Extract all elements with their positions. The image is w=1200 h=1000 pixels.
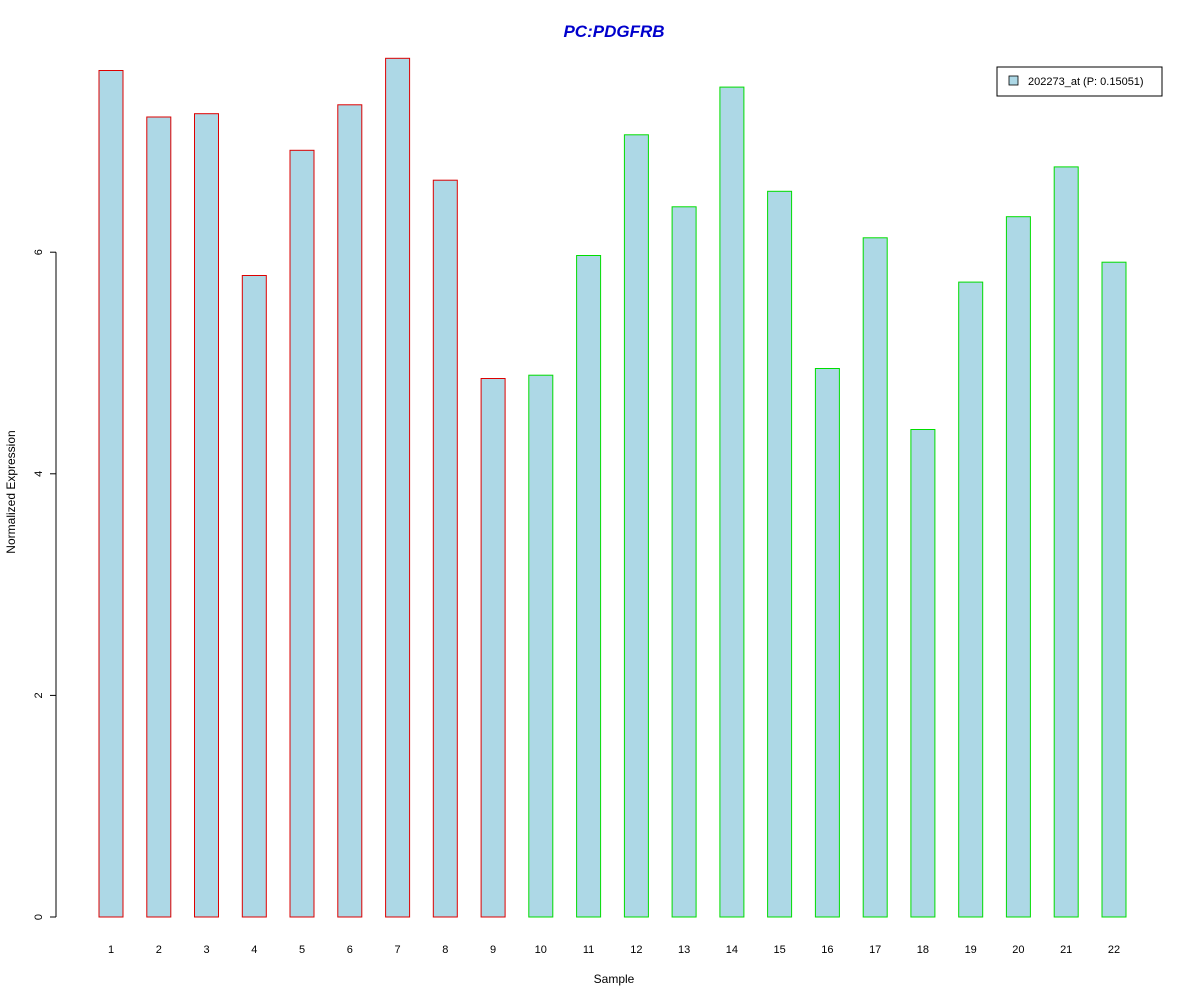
y-axis: 0 2 4 6 [33, 249, 57, 920]
bar-sample-4 [241, 275, 267, 918]
bar-sample-3 [194, 113, 219, 918]
chart-title: PC:PDGFRB [563, 22, 664, 41]
bar-sample-19 [958, 281, 984, 918]
legend-entry-label: 202273_at (P: 0.15051) [1028, 76, 1144, 88]
bar-sample-8 [432, 179, 458, 918]
x-tick-label: 7 [395, 944, 401, 956]
x-tick-label: 20 [1012, 944, 1024, 956]
legend-swatch [1008, 75, 1019, 86]
x-tick-label: 19 [965, 944, 977, 956]
x-tick-label: 21 [1060, 944, 1072, 956]
x-axis-label: Sample [594, 972, 635, 986]
x-tick-label: 11 [583, 944, 594, 956]
y-axis-label: Normalized Expression [4, 430, 18, 553]
y-tick-label: 6 [33, 249, 45, 255]
bar-sample-9 [480, 378, 506, 918]
x-tick-label: 5 [299, 944, 305, 956]
y-tick-label: 2 [33, 692, 45, 698]
x-tick-label: 9 [490, 944, 496, 956]
bar-sample-12 [623, 134, 649, 918]
bar-sample-15 [767, 190, 793, 918]
bar-sample-20 [1005, 216, 1031, 918]
bar-sample-1 [98, 70, 124, 918]
legend-box [996, 66, 1163, 97]
bar-sample-21 [1053, 166, 1079, 918]
legend: 202273_at (P: 0.15051) [996, 66, 1163, 97]
bar-sample-18 [910, 429, 936, 918]
bar-sample-13 [671, 206, 697, 918]
x-tick-label: 3 [203, 944, 209, 956]
bar-sample-2 [146, 116, 172, 918]
x-tick-label: 15 [773, 944, 785, 956]
bar-sample-14 [719, 86, 745, 918]
x-tick-label: 13 [678, 944, 690, 956]
bar-sample-11 [576, 255, 602, 918]
x-tick-label: 10 [535, 944, 547, 956]
x-tick-label: 1 [108, 944, 114, 956]
y-tick-label: 0 [33, 914, 45, 920]
x-tick-label: 17 [869, 944, 881, 956]
bar-sample-5 [289, 149, 315, 918]
x-tick-labels: 1 2 3 4 5 6 7 8 9 10 11 12 13 14 15 16 17 18 19 20 21 22 [108, 944, 1120, 956]
bars [98, 57, 1127, 918]
x-tick-label: 6 [347, 944, 353, 956]
y-tick-label: 4 [33, 471, 45, 477]
x-tick-label: 16 [821, 944, 833, 956]
x-tick-label: 12 [630, 944, 642, 956]
x-tick-label: 18 [917, 944, 929, 956]
bar-sample-6 [337, 104, 363, 918]
x-tick-label: 22 [1108, 944, 1120, 956]
bar-sample-7 [385, 57, 411, 918]
x-tick-label: 4 [251, 944, 257, 956]
bar-sample-10 [528, 374, 554, 918]
x-tick-label: 14 [726, 944, 738, 956]
bar-sample-22 [1101, 261, 1127, 918]
bar-sample-16 [814, 368, 840, 918]
x-tick-label: 8 [442, 944, 448, 956]
bar-sample-17 [862, 237, 888, 918]
x-tick-label: 2 [156, 944, 162, 956]
